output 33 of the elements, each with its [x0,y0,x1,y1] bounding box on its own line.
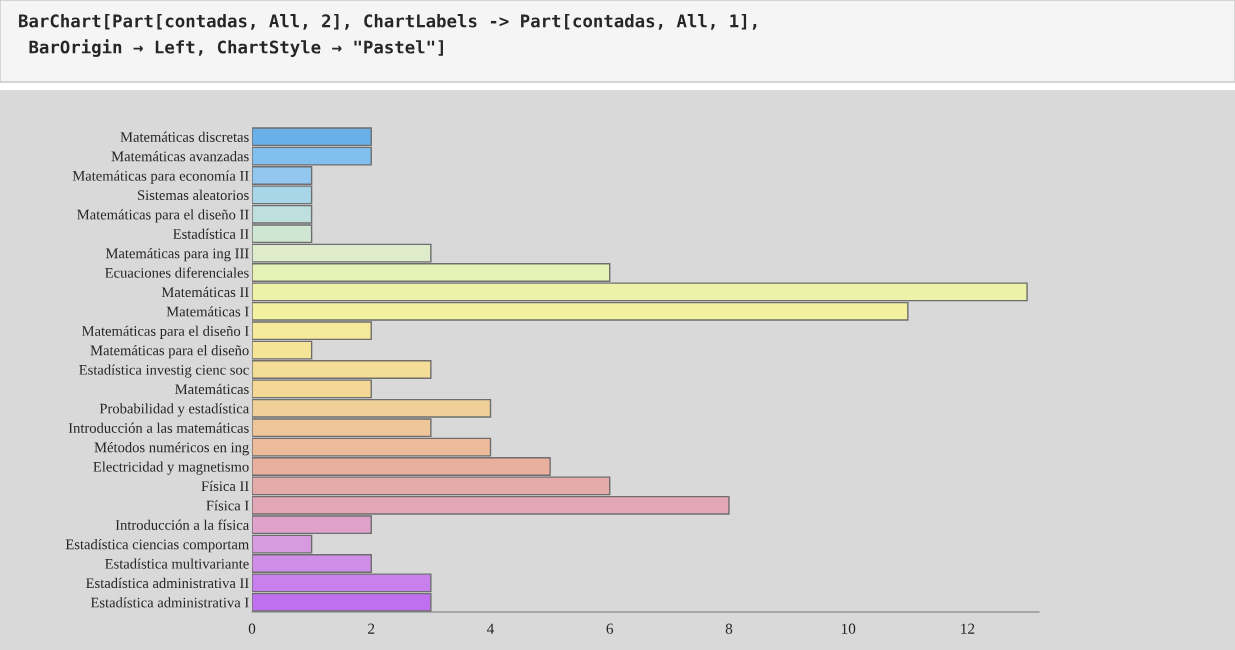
y-tick-label: Estadística ciencias comportam [65,539,249,553]
y-tick-label: Matemáticas para economía II [72,170,249,184]
y-tick-label: Matemáticas para el diseño I [82,325,249,339]
y-tick-label: Electricidad y magnetismo [93,461,249,475]
chart-title: BarChart[Part[contadas, All, 2], ChartLabels -> Part[contadas, All, 1], BarOrigin → Left, ChartStyle → "Pastel"] [19,14,757,57]
y-tick-label: Matemáticas II [161,286,249,298]
y-tick-label: Matemáticas I [166,306,249,317]
y-tick-label: Matemáticas [175,383,249,395]
y-tick-label: Matemáticas discretas [120,131,249,142]
x-tick-label: 12 [961,623,975,634]
y-tick-label: Estadística administrativa II [86,577,249,589]
x-tick-label: 6 [606,623,614,634]
y-tick-label: Matemáticas para ing III [105,248,249,262]
x-tick-label: 8 [725,623,733,634]
y-tick-label: Introducción a las matemáticas [68,422,249,433]
y-tick-label: Estadística II [173,228,249,239]
x-tick-label: 2 [368,623,375,634]
y-tick-label: Física I [206,500,249,511]
y-tick-label: Métodos numéricos en ing [94,442,249,456]
y-tick-label: Introducción a la física [115,519,250,530]
y-tick-label: Matemáticas para el diseño II [77,209,249,223]
y-tick-label: Sistemas aleatorios [138,189,249,201]
y-tick-label: Estadística multivariante [105,558,249,569]
y-tick-label: Matemáticas avanzadas [111,151,249,162]
y-tick-label: Ecuaciones diferenciales [105,267,249,278]
y-tick-label: Estadística investig cienc soc [79,364,249,378]
x-tick-label: 0 [248,623,256,634]
y-tick-label: Matemáticas para el diseño [90,345,249,359]
x-tick-label: 4 [486,623,495,634]
y-tick-label: Estadística administrativa I [90,597,249,608]
y-tick-label: Física II [201,480,249,492]
x-tick-label: 10 [841,623,856,634]
y-tick-label: Probabilidad y estadística [99,403,250,417]
